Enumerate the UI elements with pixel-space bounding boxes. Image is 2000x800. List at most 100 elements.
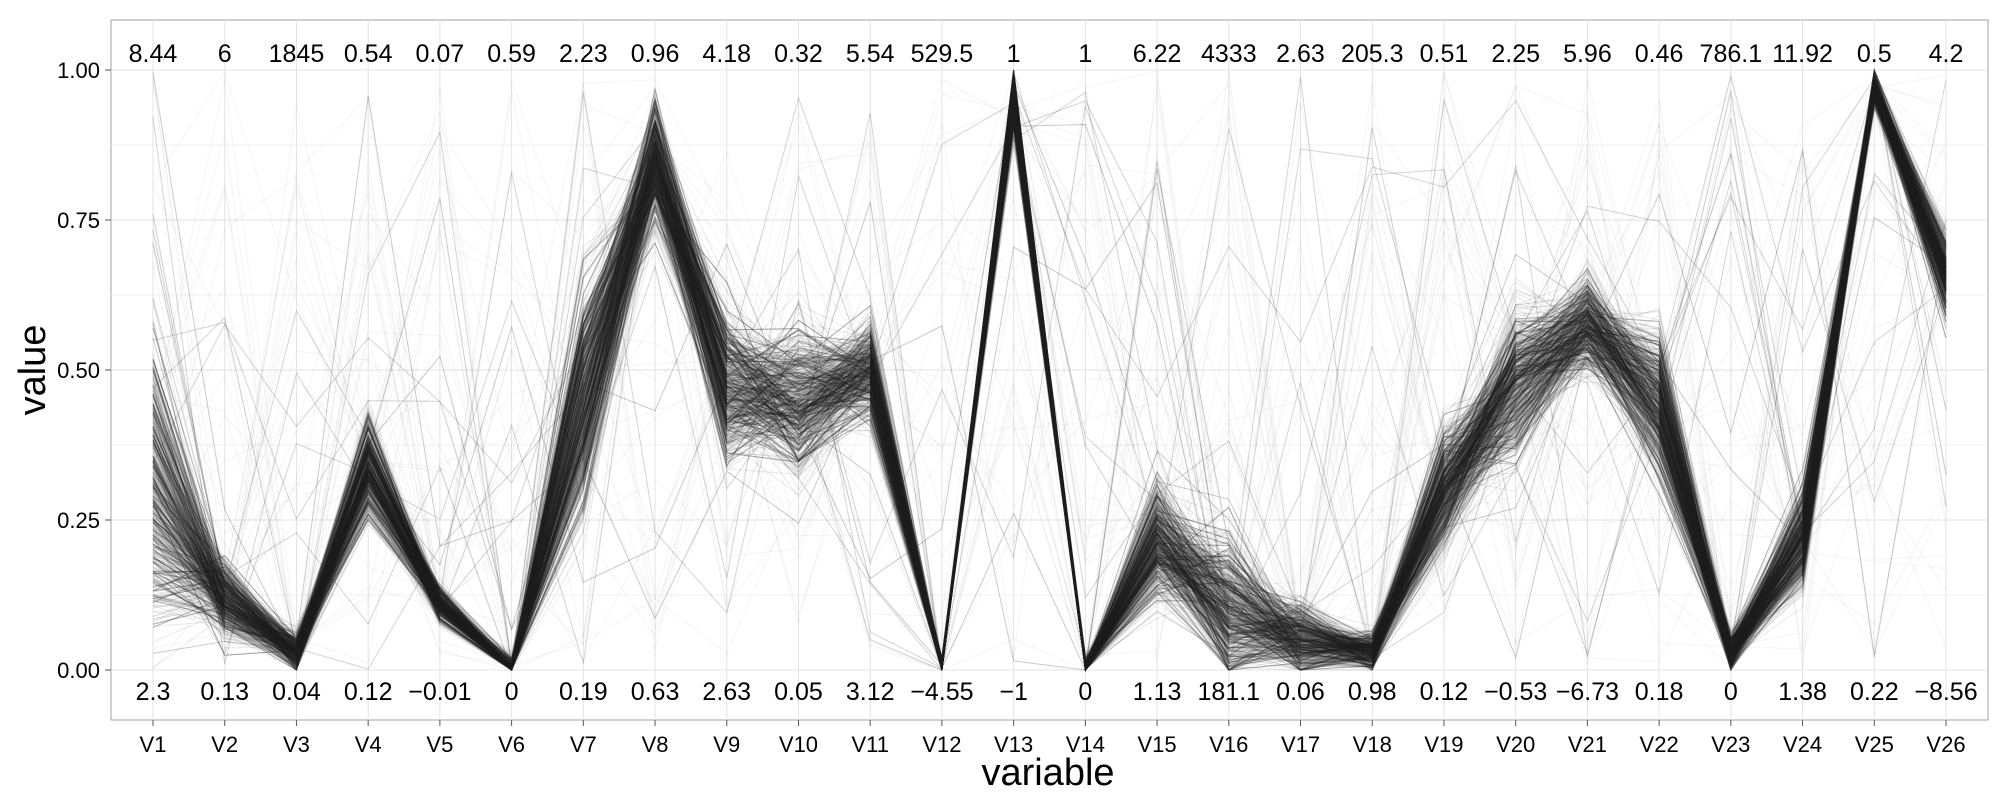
data-line xyxy=(152,80,1947,672)
data-line xyxy=(152,95,1947,671)
min-label-v26: −8.56 xyxy=(1914,678,1977,706)
data-line xyxy=(152,86,1947,671)
data-line xyxy=(152,94,1947,672)
data-line xyxy=(152,81,1947,671)
max-label-v24: 11.92 xyxy=(1772,40,1833,68)
data-line xyxy=(152,75,1947,671)
data-line xyxy=(152,93,1947,672)
data-line xyxy=(152,75,1947,671)
max-label-v12: 529.5 xyxy=(911,40,974,68)
max-label-v17: 2.63 xyxy=(1276,40,1325,68)
data-line xyxy=(152,69,1947,672)
data-line xyxy=(152,84,1947,671)
data-line xyxy=(152,93,1947,672)
data-line xyxy=(152,91,1947,671)
data-line xyxy=(152,95,1947,672)
max-label-v8: 0.96 xyxy=(631,40,680,68)
data-line xyxy=(152,93,1947,671)
data-line xyxy=(152,88,1947,671)
max-label-v5: 0.07 xyxy=(416,40,465,68)
data-line xyxy=(152,83,1947,672)
data-line xyxy=(152,84,1947,671)
data-line xyxy=(152,87,1947,671)
data-line xyxy=(152,98,1947,667)
data-line xyxy=(152,83,1947,671)
data-line xyxy=(152,89,1947,672)
data-line xyxy=(152,101,1947,672)
data-line xyxy=(152,77,1947,672)
data-line xyxy=(152,82,1947,669)
data-line xyxy=(152,98,1947,671)
data-line xyxy=(152,91,1947,672)
data-line xyxy=(152,85,1947,671)
data-line xyxy=(152,68,1947,671)
data-line xyxy=(152,68,1947,672)
data-line xyxy=(152,94,1947,671)
data-line xyxy=(152,80,1947,672)
data-line xyxy=(152,71,1947,667)
data-line xyxy=(152,69,1947,672)
data-line xyxy=(152,78,1947,672)
data-line xyxy=(152,83,1947,672)
data-line xyxy=(152,79,1947,672)
data-line xyxy=(152,83,1947,672)
data-line xyxy=(152,69,1947,672)
data-line xyxy=(152,87,1947,672)
data-line xyxy=(152,95,1947,672)
data-line xyxy=(152,78,1947,672)
data-line xyxy=(152,81,1947,670)
max-label-v11: 5.54 xyxy=(846,40,895,68)
data-line xyxy=(152,96,1947,672)
data-line xyxy=(152,122,1947,672)
data-line xyxy=(152,82,1947,671)
data-line xyxy=(152,90,1947,672)
x-tick-label-v25: V25 xyxy=(1855,732,1894,757)
data-line xyxy=(152,69,1947,672)
data-line xyxy=(152,96,1947,672)
data-line xyxy=(152,68,1947,671)
data-line xyxy=(152,98,1947,672)
data-line xyxy=(152,89,1947,666)
data-line xyxy=(152,88,1947,671)
data-line xyxy=(152,111,1947,672)
data-line xyxy=(152,94,1947,671)
data-line xyxy=(152,75,1947,671)
data-line xyxy=(152,68,1947,672)
data-line xyxy=(152,78,1947,671)
data-line xyxy=(152,83,1947,672)
data-line xyxy=(152,111,1947,672)
data-line xyxy=(152,94,1947,671)
data-line xyxy=(152,91,1947,671)
data-line xyxy=(152,94,1947,672)
data-line xyxy=(152,86,1947,672)
data-line xyxy=(152,76,1947,671)
data-line xyxy=(152,73,1947,671)
data-line xyxy=(152,77,1947,671)
data-line xyxy=(152,75,1947,671)
data-line xyxy=(152,69,1947,671)
x-tick-label-v13: V13 xyxy=(994,732,1033,757)
data-line xyxy=(152,87,1947,672)
data-line xyxy=(152,80,1947,672)
data-line xyxy=(152,81,1947,672)
data-line xyxy=(152,96,1947,672)
data-line xyxy=(152,85,1947,672)
data-line xyxy=(152,85,1947,672)
data-line xyxy=(152,87,1947,672)
data-line xyxy=(152,97,1947,671)
min-label-v8: 0.63 xyxy=(631,678,680,706)
data-line xyxy=(152,85,1947,672)
data-line xyxy=(152,72,1947,671)
min-label-v14: 0 xyxy=(1078,678,1092,706)
data-line xyxy=(152,76,1947,671)
data-line xyxy=(152,89,1947,672)
data-line xyxy=(152,86,1947,672)
data-line xyxy=(152,74,1947,671)
data-line xyxy=(152,94,1947,645)
data-line xyxy=(152,89,1947,671)
data-line xyxy=(152,86,1947,667)
data-line xyxy=(152,86,1947,671)
data-line xyxy=(152,95,1947,671)
data-line xyxy=(152,83,1947,671)
data-line xyxy=(152,76,1947,671)
